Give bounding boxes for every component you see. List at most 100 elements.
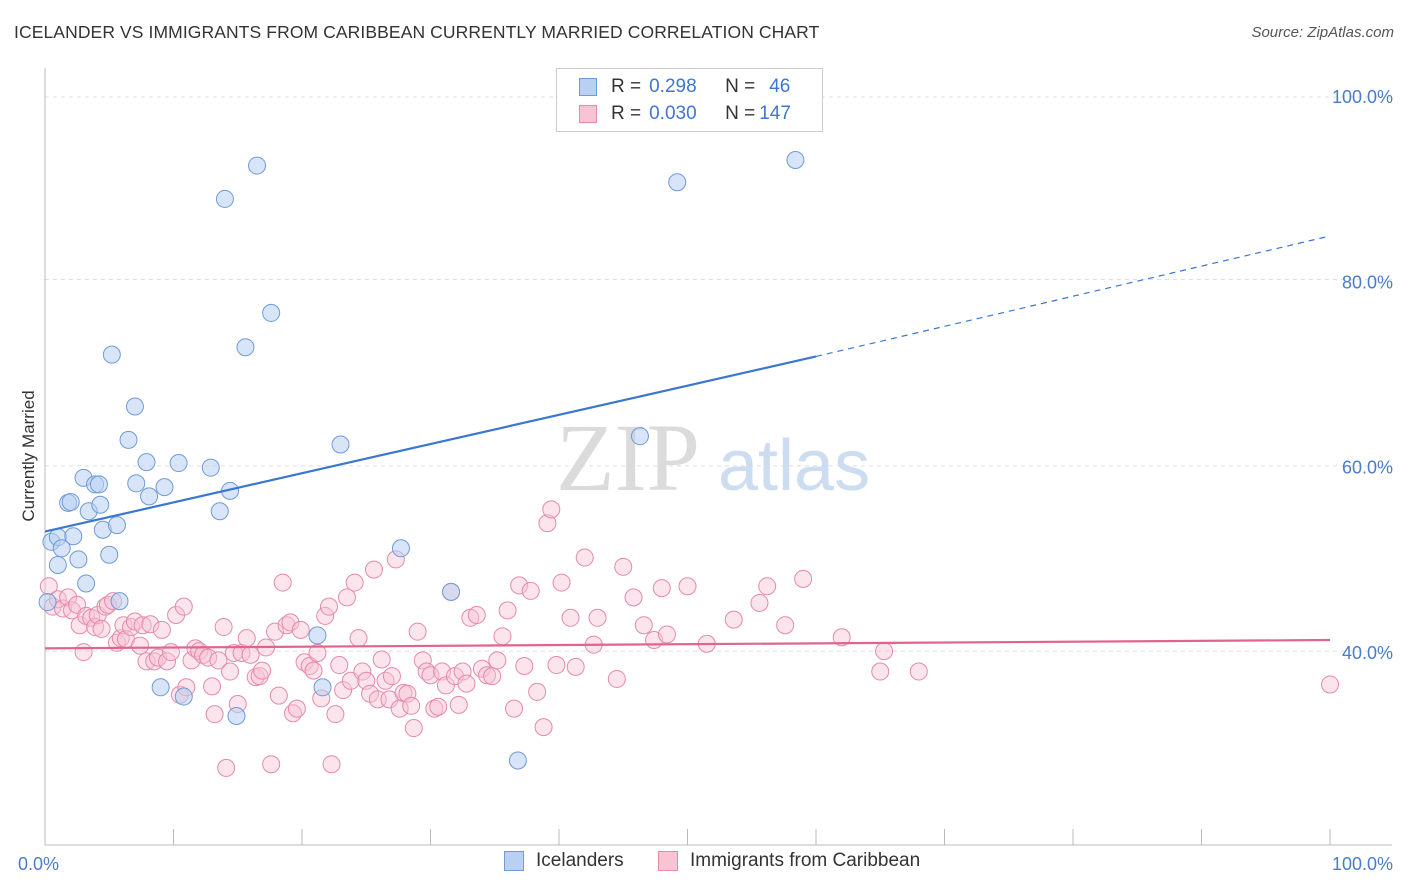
caribbean-point — [758, 577, 777, 596]
caribbean-point — [542, 500, 561, 519]
legend-r-value: 0.030 — [649, 103, 697, 124]
icelander-point — [100, 545, 119, 564]
caribbean-point — [376, 671, 395, 690]
caribbean-point — [337, 588, 356, 607]
caribbean-point — [614, 557, 633, 576]
caribbean-point — [634, 616, 653, 635]
caribbean-point — [724, 610, 743, 629]
icelander-point — [262, 303, 281, 322]
caribbean-point — [334, 681, 353, 700]
trend-lines — [44, 235, 1331, 650]
caribbean-point — [345, 573, 364, 592]
icelander-trend-line — [44, 355, 817, 533]
caribbean-point — [652, 579, 671, 598]
legend-swatch-blue — [579, 78, 597, 96]
caribbean-point — [408, 622, 427, 641]
source-credit: Source: ZipAtlas.com — [1251, 24, 1394, 41]
caribbean-point — [291, 620, 310, 639]
caribbean-point — [566, 657, 585, 676]
icelander-point — [313, 678, 332, 697]
legend-r-label: R = — [611, 76, 642, 97]
caribbean-point — [287, 699, 306, 718]
caribbean-point — [875, 642, 894, 661]
caribbean-point — [624, 588, 643, 607]
icelander-point — [64, 527, 83, 546]
caribbean-point — [457, 674, 476, 693]
caribbean-point — [382, 667, 401, 686]
caribbean-point — [74, 643, 93, 662]
series-legend-icelanders[interactable]: Icelanders — [504, 850, 624, 872]
caribbean-point — [281, 613, 300, 632]
caribbean-point — [253, 661, 272, 680]
caribbean-point — [515, 656, 534, 675]
icelander-point — [69, 550, 88, 569]
icelander-points — [38, 151, 805, 770]
caribbean-point — [561, 608, 580, 627]
caribbean-point — [528, 682, 547, 701]
x-tick-label: 0.0% — [18, 854, 59, 874]
icelander-point — [308, 626, 327, 645]
icelander-point — [127, 474, 146, 493]
caribbean-point — [429, 697, 448, 716]
caribbean-point — [241, 645, 260, 664]
caribbean-point — [86, 618, 105, 637]
caribbean-points — [39, 500, 1339, 777]
caribbean-point — [453, 662, 472, 681]
caribbean-point — [588, 608, 607, 627]
caribbean-point — [657, 625, 676, 644]
legend-r-label: R = — [611, 103, 642, 124]
icelander-point — [227, 707, 246, 726]
caribbean-point — [92, 619, 111, 638]
legend: R = 0.298 N = 46 R = 0.030 N = 147 — [556, 68, 823, 132]
icelander-point — [77, 574, 96, 593]
caribbean-point — [70, 616, 89, 635]
icelander-point — [174, 687, 193, 706]
caribbean-point — [575, 548, 594, 567]
caribbean-point — [199, 648, 218, 667]
icelander-point — [107, 516, 126, 535]
caribbean-point — [161, 643, 180, 662]
caribbean-point — [909, 662, 928, 681]
icelander-point — [137, 453, 156, 472]
legend-row-icelanders: R = 0.298 N = 46 — [579, 74, 790, 100]
watermark-atlas: atlas — [718, 426, 870, 506]
icelander-point — [125, 397, 144, 416]
swatch-caribbean — [658, 851, 678, 871]
grid-lines — [45, 96, 1392, 652]
legend-r-value: 0.298 — [649, 76, 697, 97]
y-tick-label: 60.0% — [1342, 458, 1393, 478]
series-legend-label: Immigrants from Caribbean — [690, 850, 921, 871]
caribbean-point — [547, 656, 566, 675]
icelander-trend-extension — [815, 235, 1331, 358]
caribbean-point — [372, 650, 391, 669]
caribbean-point — [1321, 675, 1339, 694]
y-tick-label: 40.0% — [1342, 643, 1393, 663]
caribbean-point — [53, 599, 72, 618]
y-tick-label: 80.0% — [1342, 272, 1393, 292]
icelander-point — [151, 678, 170, 697]
icelander-point — [201, 458, 220, 477]
swatch-icelanders — [504, 851, 524, 871]
icelander-point — [155, 478, 174, 497]
caribbean-point — [62, 601, 81, 620]
series-legend-caribbean[interactable]: Immigrants from Caribbean — [658, 850, 920, 872]
series-legend: Icelanders Immigrants from Caribbean — [0, 850, 1406, 880]
icelander-point — [508, 751, 527, 770]
caribbean-point — [483, 667, 502, 686]
caribbean-point — [521, 581, 540, 600]
caribbean-point — [498, 601, 517, 620]
series-legend-label: Icelanders — [536, 850, 624, 871]
watermark-zip: ZIP — [556, 404, 700, 511]
legend-n-value: 46 — [769, 76, 791, 97]
caribbean-point — [326, 705, 345, 724]
caribbean-point — [413, 651, 432, 670]
caribbean-point — [269, 686, 288, 705]
caribbean-point — [273, 573, 292, 592]
caribbean-point — [308, 644, 327, 662]
caribbean-point — [152, 620, 171, 639]
caribbean-point — [404, 719, 423, 738]
caribbean-point — [330, 656, 349, 675]
caribbean-point — [353, 662, 372, 681]
legend-n-label: N = — [725, 103, 756, 124]
icelander-point — [61, 492, 80, 511]
